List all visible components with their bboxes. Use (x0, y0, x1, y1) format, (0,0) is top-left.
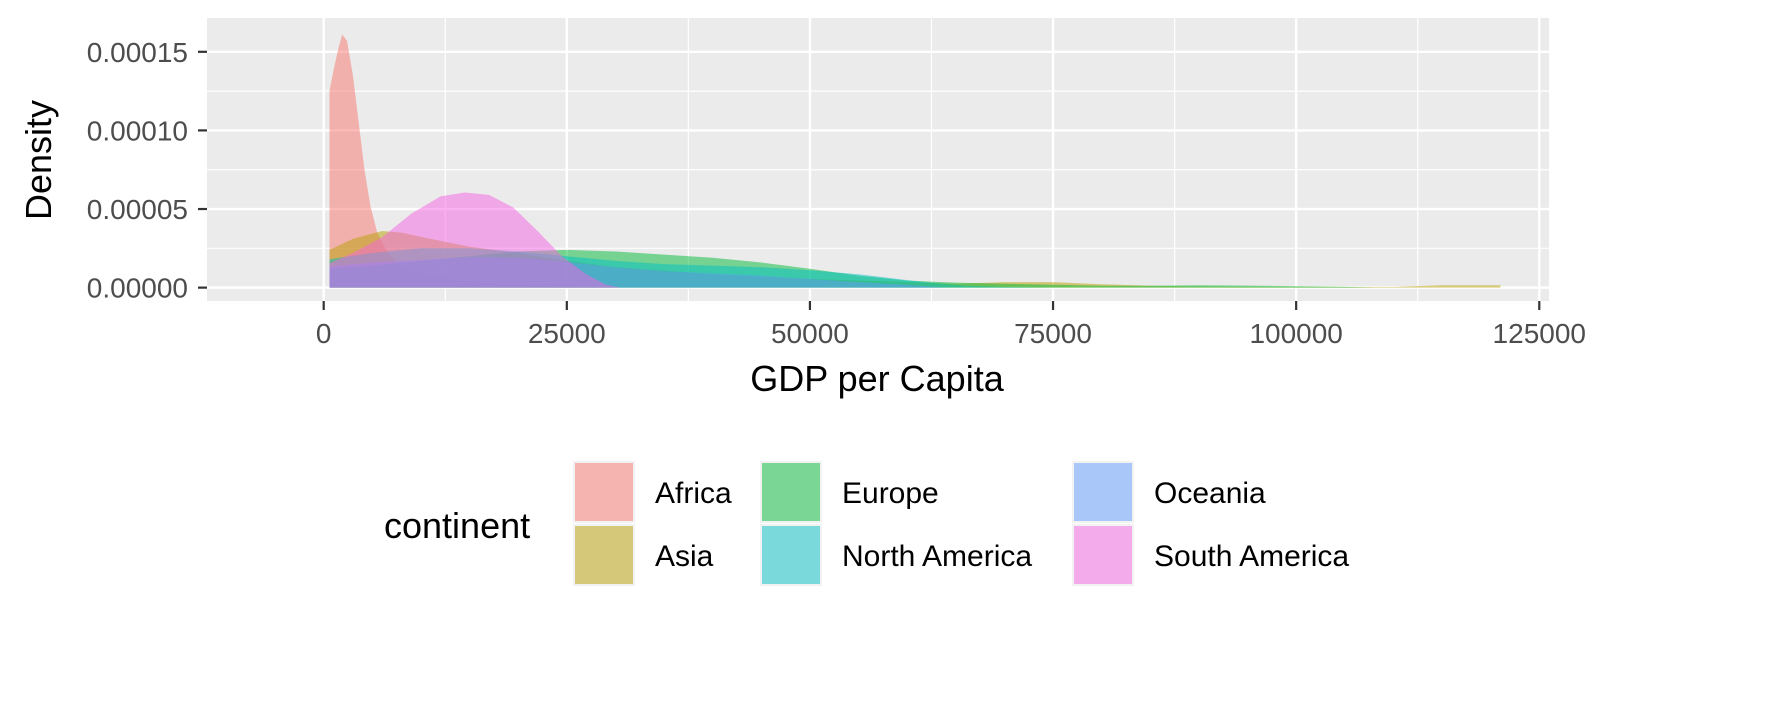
legend-title: continent (384, 505, 530, 546)
legend-swatch-asia (575, 526, 633, 584)
legend-label-europe: Europe (842, 477, 939, 510)
y-axis-title: Density (18, 100, 59, 220)
legend-label-north-america: North America (842, 540, 1032, 573)
x-tick-label: 50000 (771, 318, 849, 349)
density-area-south-america (329, 192, 621, 288)
y-axis: 0.00000 0.00005 0.00010 0.00015 (87, 37, 207, 304)
legend-label-oceania: Oceania (1154, 477, 1266, 510)
legend-swatch-oceania (1074, 463, 1132, 521)
grid-minor (207, 18, 1549, 301)
y-tick-label: 0.00000 (87, 273, 188, 304)
y-tick-label: 0.00005 (87, 194, 188, 225)
legend-label-south-america: South America (1154, 540, 1349, 573)
x-tick-label: 125000 (1493, 318, 1586, 349)
x-axis: 0 25000 50000 75000 100000 125000 (316, 301, 1586, 349)
x-tick-label: 25000 (528, 318, 606, 349)
legend-label-africa: Africa (655, 477, 732, 510)
y-tick-label: 0.00015 (87, 37, 188, 68)
density-areas (329, 34, 1501, 288)
legend-swatch-europe (762, 463, 820, 521)
legend-swatch-africa (575, 463, 633, 521)
legend-label-asia: Asia (655, 540, 714, 573)
y-tick-label: 0.00010 (87, 115, 188, 146)
legend-swatch-north-america (762, 526, 820, 584)
legend-swatch-south-america (1074, 526, 1132, 584)
legend: continent Africa Asia Europe North America O… (384, 461, 1349, 586)
x-tick-label: 100000 (1249, 318, 1342, 349)
x-axis-title: GDP per Capita (750, 358, 1004, 399)
x-tick-label: 0 (316, 318, 332, 349)
x-tick-label: 75000 (1014, 318, 1092, 349)
